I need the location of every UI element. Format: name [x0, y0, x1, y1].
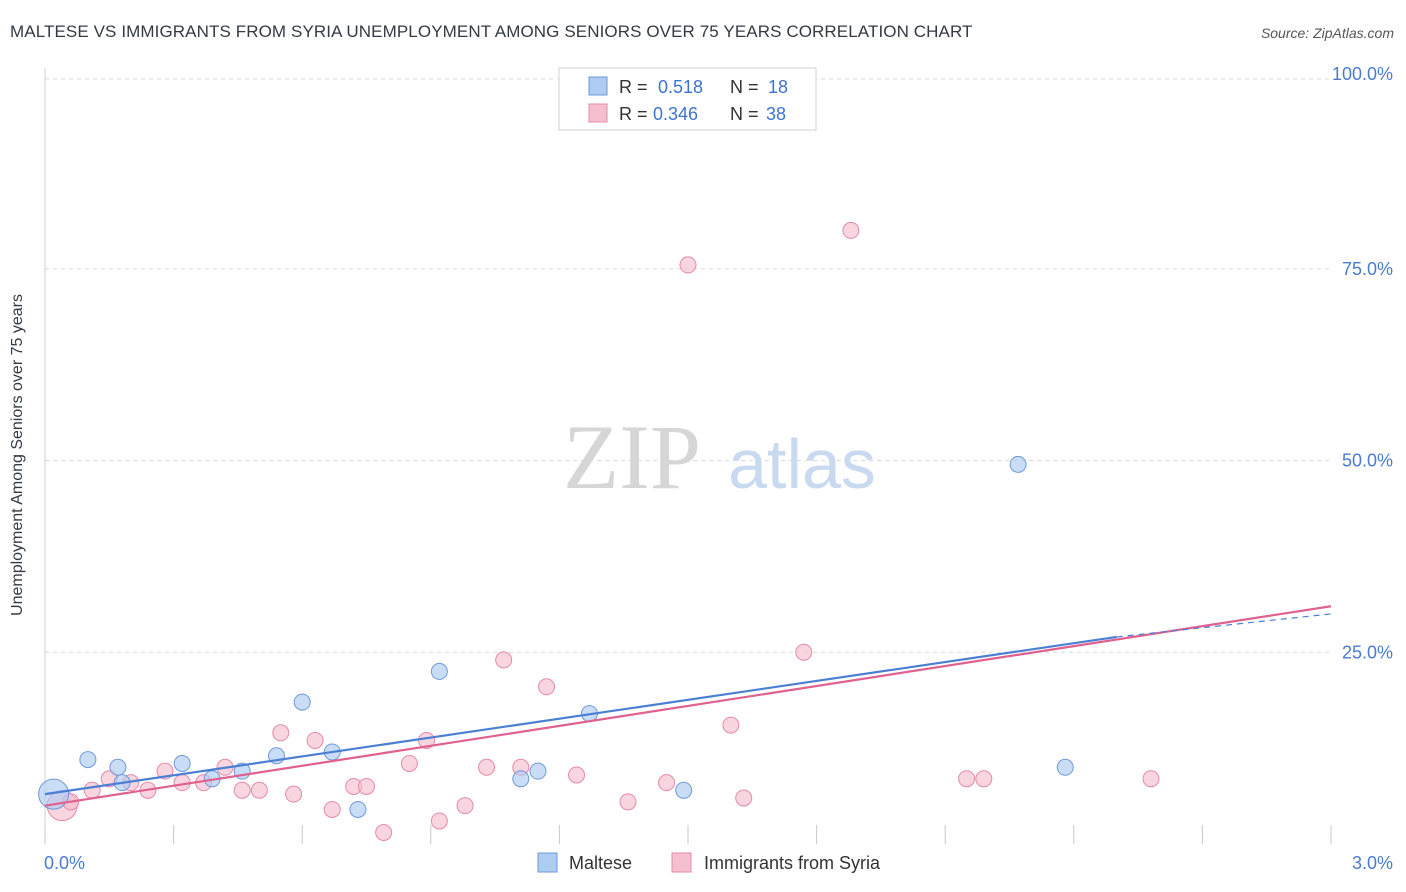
legend-bottom-maltese: Maltese: [569, 853, 632, 873]
point-maltese: [109, 758, 127, 776]
point-syria: [272, 724, 290, 742]
point-syria: [418, 731, 436, 749]
point-syria: [306, 731, 324, 749]
legend-n-label-2: N =: [730, 104, 759, 124]
point-syria: [375, 823, 393, 841]
watermark-atlas: atlas: [728, 425, 876, 503]
point-syria: [250, 781, 268, 799]
point-syria: [1142, 770, 1160, 788]
legend-n-value-2: 38: [766, 104, 786, 124]
point-syria: [975, 770, 993, 788]
x-tick-label: 3.0%: [1352, 853, 1393, 873]
point-syria: [233, 781, 251, 799]
legend-bottom: Maltese Immigrants from Syria: [537, 852, 881, 873]
trend-line-maltese-extension: [1116, 613, 1332, 638]
source-label: Source: ZipAtlas.com: [1260, 25, 1394, 41]
point-maltese: [1009, 455, 1027, 473]
tick-labels: 25.0% 50.0% 75.0% 100.0% 0.0% 3.0%: [44, 64, 1393, 873]
chart-title: MALTESE VS IMMIGRANTS FROM SYRIA UNEMPLO…: [10, 22, 973, 41]
point-syria: [478, 758, 496, 776]
point-syria: [285, 785, 303, 803]
point-maltese: [173, 754, 191, 772]
legend-bottom-swatch-maltese: [537, 852, 558, 873]
point-maltese: [1056, 758, 1074, 776]
point-syria: [400, 754, 418, 772]
point-maltese: [430, 662, 448, 680]
trend-line-maltese: [44, 635, 1117, 796]
gridlines: [45, 78, 1331, 653]
trend-lines: [44, 605, 1332, 807]
point-syria: [735, 789, 753, 807]
point-maltese: [293, 693, 311, 711]
point-syria: [568, 766, 586, 784]
y-tick-label: 100.0%: [1332, 64, 1393, 84]
point-maltese: [675, 781, 693, 799]
legend-r-value-1: 0.518: [658, 77, 703, 97]
point-syria: [722, 716, 740, 734]
legend-bottom-swatch-syria: [671, 852, 692, 873]
legend-r-label-1: R =: [619, 77, 648, 97]
y-tick-label: 25.0%: [1342, 642, 1393, 662]
point-maltese: [38, 778, 70, 810]
point-maltese: [529, 762, 547, 780]
point-syria: [495, 651, 513, 669]
point-syria: [958, 770, 976, 788]
legend-top: R = 0.518 N = 18 R = 0.346 N = 38: [558, 67, 817, 131]
trend-line-syria: [44, 605, 1332, 807]
point-syria: [358, 777, 375, 795]
point-syria: [795, 643, 813, 661]
point-syria: [83, 781, 101, 799]
axes: [44, 68, 1332, 844]
point-syria: [430, 812, 448, 830]
legend-r-value-2: 0.346: [653, 104, 698, 124]
legend-r-label-2: R =: [619, 104, 648, 124]
watermark: ZIP atlas: [563, 406, 876, 508]
data-points: [38, 221, 1160, 841]
legend-n-label-1: N =: [730, 77, 759, 97]
point-maltese: [349, 800, 367, 818]
point-maltese: [512, 770, 530, 788]
point-syria: [456, 797, 474, 815]
point-syria: [538, 678, 556, 696]
point-maltese: [79, 751, 97, 769]
y-tick-label: 75.0%: [1342, 259, 1393, 279]
legend-swatch-maltese: [588, 76, 608, 96]
point-syria: [619, 793, 637, 811]
x-tick-label: 0.0%: [44, 853, 85, 873]
point-syria: [679, 256, 697, 274]
legend-bottom-syria: Immigrants from Syria: [704, 853, 881, 873]
legend-n-value-1: 18: [768, 77, 788, 97]
y-tick-label: 50.0%: [1342, 451, 1393, 471]
watermark-zip: ZIP: [563, 406, 701, 508]
legend-swatch-syria: [588, 103, 608, 123]
point-syria: [842, 221, 860, 239]
point-syria: [323, 800, 341, 818]
point-syria: [658, 774, 676, 792]
